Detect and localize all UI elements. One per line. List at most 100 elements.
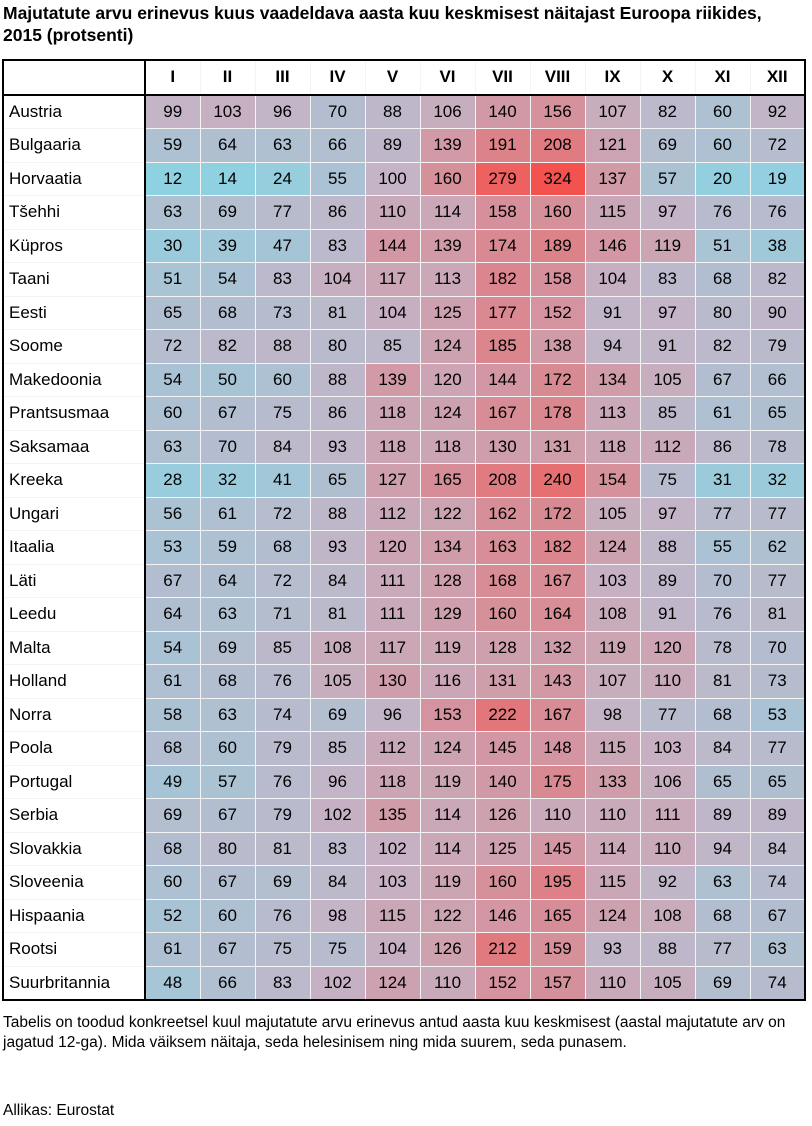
heatmap-cell: 88	[309, 362, 366, 397]
heatmap-cell: 67	[199, 798, 256, 833]
heatmap-cell: 90	[749, 295, 806, 330]
heatmap-cell: 76	[254, 764, 311, 799]
heatmap-cell: 61	[144, 932, 201, 967]
heatmap-cell: 66	[749, 362, 806, 397]
table-row: Makedoonia 54 50 60 88 139 120 144 172 134 105 67 66	[2, 362, 806, 397]
heatmap-cell: 158	[529, 262, 586, 297]
heatmap-cell: 103	[199, 94, 256, 129]
table-row: Serbia 69 67 79 102 135 114 126 110 110 111 89 89	[2, 798, 806, 833]
heatmap-cell: 145	[474, 731, 531, 766]
heatmap-cell: 124	[419, 396, 476, 431]
heatmap-cell: 91	[639, 597, 696, 632]
heatmap-cell: 64	[144, 597, 201, 632]
heatmap-cell: 107	[584, 94, 641, 129]
heatmap-cell: 72	[254, 563, 311, 598]
heatmap-cell: 77	[694, 496, 751, 531]
heatmap-cell: 89	[749, 798, 806, 833]
table-row: Slovakkia 68 80 81 83 102 114 125 145 114 110 94 84	[2, 831, 806, 866]
heatmap-cell: 94	[584, 329, 641, 364]
heatmap-cell: 14	[199, 161, 256, 196]
heatmap-cell: 117	[364, 630, 421, 665]
heatmap-cell: 94	[694, 831, 751, 866]
heatmap-cell: 81	[694, 664, 751, 699]
country-label: Kreeka	[2, 463, 146, 498]
heatmap-cell: 129	[419, 597, 476, 632]
heatmap-cell: 69	[199, 195, 256, 230]
heatmap-cell: 115	[584, 195, 641, 230]
heatmap-cell: 82	[694, 329, 751, 364]
heatmap-cell: 127	[364, 463, 421, 498]
heatmap-cell: 208	[474, 463, 531, 498]
heatmap-cell: 53	[749, 697, 806, 732]
heatmap-cell: 85	[639, 396, 696, 431]
heatmap-cell: 172	[529, 496, 586, 531]
heatmap-cell: 121	[584, 128, 641, 163]
heatmap-cell: 61	[694, 396, 751, 431]
heatmap-cell: 118	[419, 429, 476, 464]
heatmap-cell: 20	[694, 161, 751, 196]
heatmap-cell: 114	[419, 195, 476, 230]
heatmap-cell: 130	[474, 429, 531, 464]
heatmap-cell: 77	[639, 697, 696, 732]
heatmap-cell: 60	[254, 362, 311, 397]
heatmap-cell: 172	[529, 362, 586, 397]
heatmap-cell: 124	[584, 530, 641, 565]
heatmap-cell: 76	[694, 195, 751, 230]
heatmap-cell: 120	[419, 362, 476, 397]
month-header-II: II	[199, 59, 256, 96]
country-label: Poola	[2, 731, 146, 766]
heatmap-cell: 132	[529, 630, 586, 665]
heatmap-cell: 63	[254, 128, 311, 163]
heatmap-cell: 112	[364, 731, 421, 766]
heatmap-cell: 53	[144, 530, 201, 565]
country-label: Prantsusmaa	[2, 396, 146, 431]
heatmap-cell: 110	[584, 798, 641, 833]
heatmap-cell: 126	[419, 932, 476, 967]
heatmap-cell: 60	[144, 396, 201, 431]
table-row: Poola 68 60 79 85 112 124 145 148 115 103 84 77	[2, 731, 806, 766]
heatmap-cell: 110	[529, 798, 586, 833]
heatmap-cell: 77	[749, 563, 806, 598]
heatmap-cell: 67	[199, 396, 256, 431]
heatmap-cell: 114	[584, 831, 641, 866]
heatmap-cell: 77	[694, 932, 751, 967]
heatmap-cell: 119	[419, 764, 476, 799]
heatmap-cell: 65	[749, 396, 806, 431]
heatmap-cell: 167	[474, 396, 531, 431]
heatmap-cell: 82	[199, 329, 256, 364]
table-row: Soome 72 82 88 80 85 124 185 138 94 91 82 79	[2, 329, 806, 364]
heatmap-cell: 79	[254, 798, 311, 833]
heatmap-cell: 86	[694, 429, 751, 464]
heatmap-cell: 55	[309, 161, 366, 196]
heatmap-cell: 76	[254, 898, 311, 933]
source-text: Allikas: Eurostat	[3, 1102, 115, 1119]
heatmap-cell: 189	[529, 228, 586, 263]
heatmap-cell: 128	[474, 630, 531, 665]
heatmap-cell: 143	[529, 664, 586, 699]
table-row: Prantsusmaa 60 67 75 86 118 124 167 178 113 85 61 65	[2, 396, 806, 431]
heatmap-cell: 108	[639, 898, 696, 933]
heatmap-cell: 164	[529, 597, 586, 632]
heatmap-cell: 68	[254, 530, 311, 565]
heatmap-cell: 70	[749, 630, 806, 665]
heatmap-cell: 212	[474, 932, 531, 967]
heatmap-cell: 88	[364, 94, 421, 129]
heatmap-cell: 51	[144, 262, 201, 297]
heatmap-cell: 62	[749, 530, 806, 565]
heatmap-cell: 85	[364, 329, 421, 364]
heatmap-cell: 60	[144, 865, 201, 900]
heatmap-cell: 134	[419, 530, 476, 565]
heatmap-cell: 185	[474, 329, 531, 364]
heatmap-cell: 104	[364, 932, 421, 967]
heatmap-cell: 58	[144, 697, 201, 732]
heatmap-cell: 118	[364, 429, 421, 464]
heatmap-cell: 69	[694, 965, 751, 1001]
table-row: Itaalia 53 59 68 93 120 134 163 182 124 88 55 62	[2, 530, 806, 565]
heatmap-cell: 92	[639, 865, 696, 900]
country-label: Makedoonia	[2, 362, 146, 397]
heatmap-cell: 118	[584, 429, 641, 464]
heatmap-cell: 77	[749, 731, 806, 766]
heatmap-cell: 162	[474, 496, 531, 531]
country-label: Leedu	[2, 597, 146, 632]
heatmap-cell: 88	[639, 932, 696, 967]
